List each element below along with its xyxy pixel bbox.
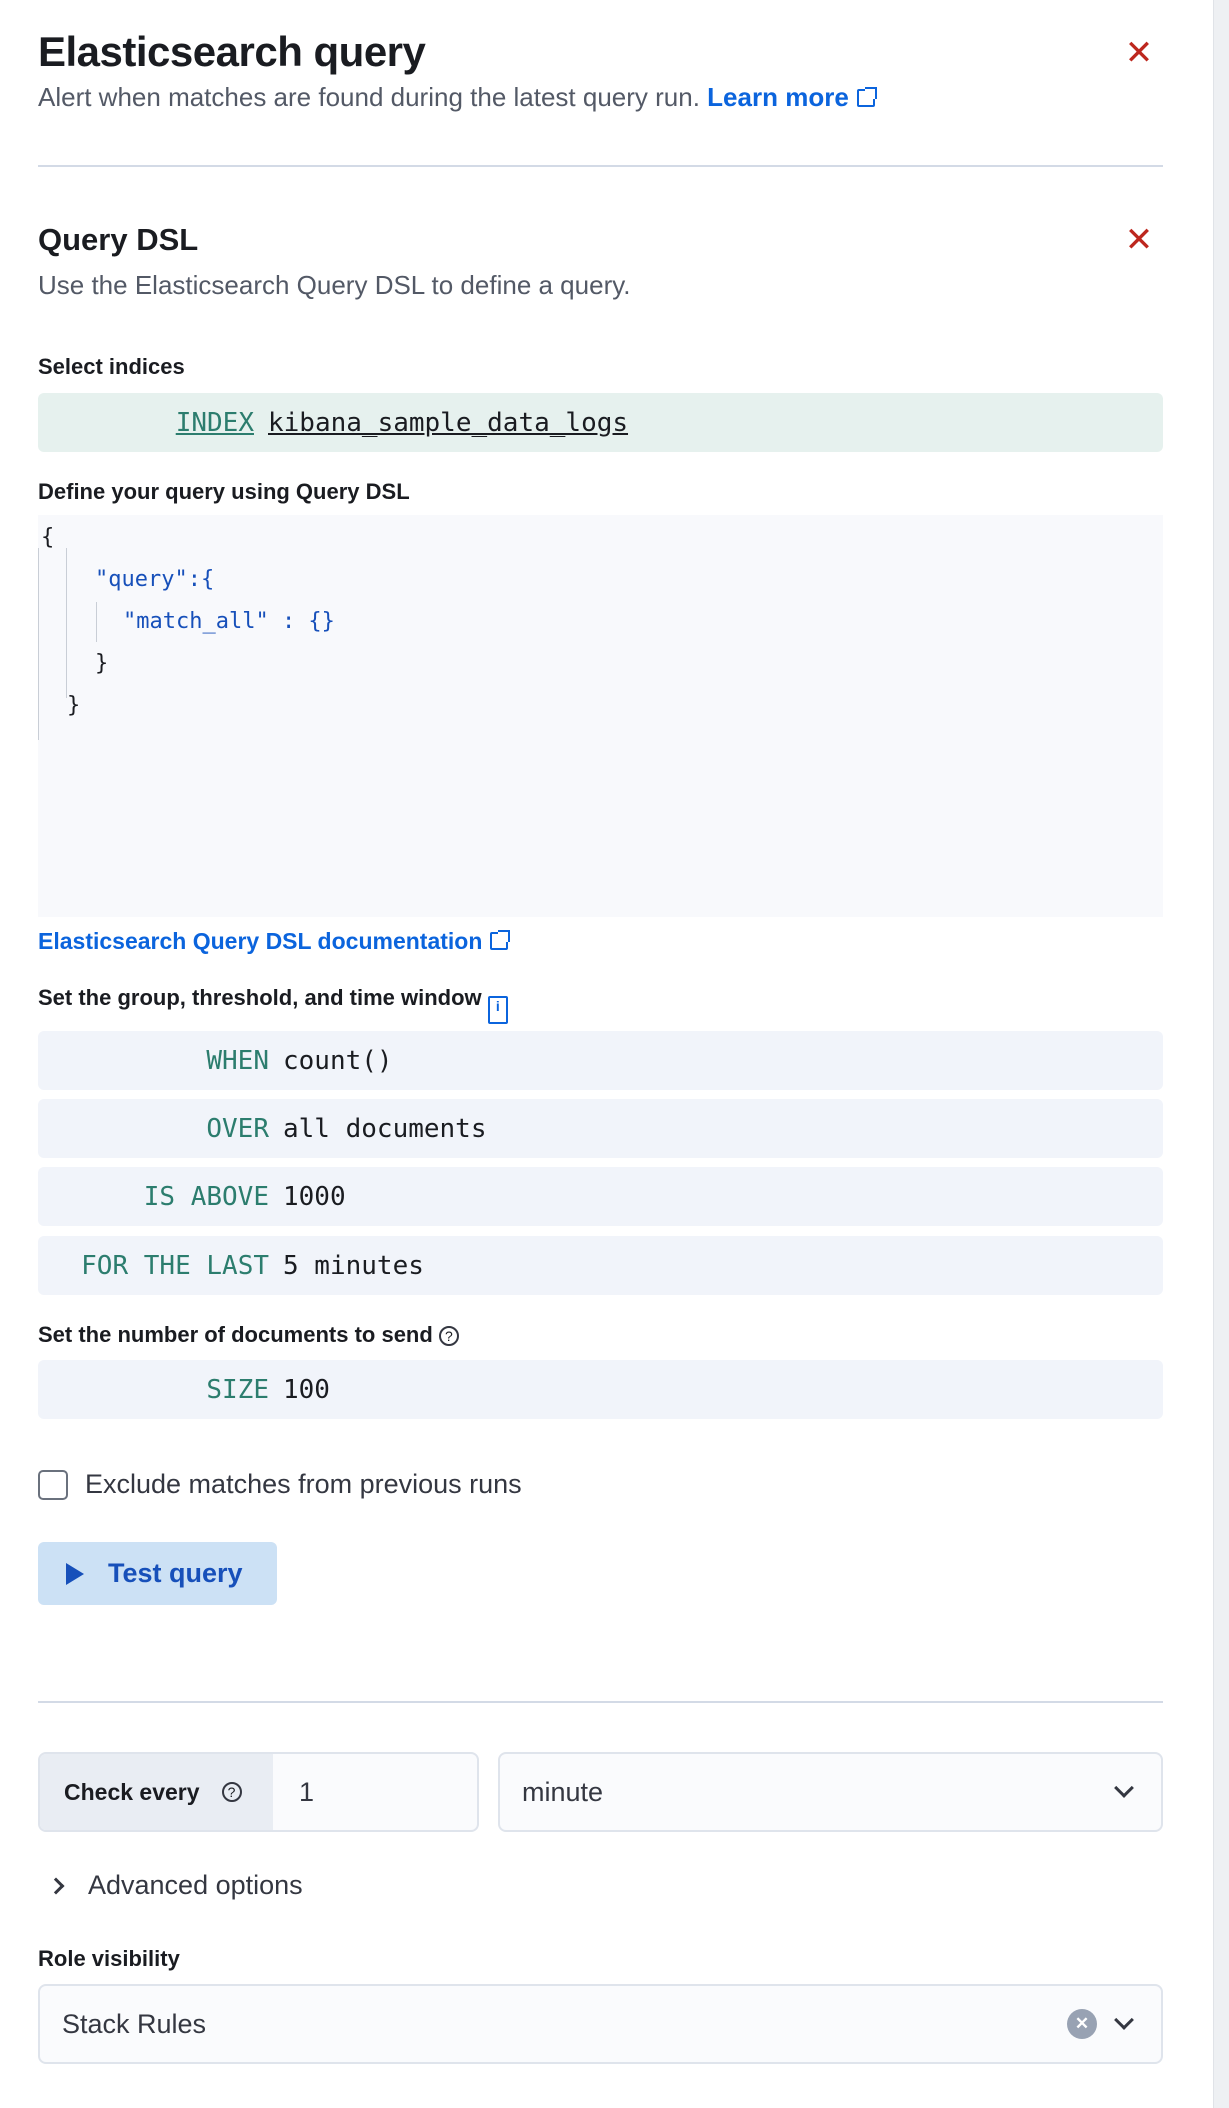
over-value: all documents	[283, 1113, 487, 1144]
clear-icon[interactable]: ✕	[1067, 2009, 1097, 2039]
select-indices-label: Select indices	[38, 354, 185, 379]
index-expression[interactable]: INDEX kibana_sample_data_logs	[38, 393, 1163, 452]
size-keyword: SIZE	[206, 1374, 269, 1405]
help-icon[interactable]: ?	[438, 1326, 459, 1347]
query-dsl-docs-link[interactable]: Elasticsearch Query DSL documentation	[38, 928, 511, 955]
index-keyword: INDEX	[175, 407, 254, 438]
close-icon[interactable]: ✕	[1124, 34, 1154, 72]
divider	[38, 1701, 1163, 1703]
query-editor-label: Define your query using Query DSL	[38, 479, 410, 504]
over-keyword: OVER	[206, 1113, 269, 1144]
role-visibility-combobox[interactable]: Stack Rules ✕	[38, 1984, 1163, 2064]
threshold-label-text: Set the group, threshold, and time windo…	[38, 985, 482, 1010]
size-label: Set the number of documents to send ?	[38, 1322, 459, 1348]
external-link-icon	[856, 87, 877, 107]
divider	[38, 165, 1163, 167]
page-title: Elasticsearch query	[38, 28, 426, 75]
time-window-value: 5 minutes	[283, 1250, 424, 1281]
interval-input[interactable]: 1	[299, 1776, 315, 1807]
documentation-icon[interactable]: i	[487, 996, 508, 1024]
time-window-keyword: FOR THE LAST	[81, 1250, 269, 1281]
scrollbar-track[interactable]	[1213, 0, 1229, 2108]
indent-guide	[38, 548, 39, 740]
interval-unit-value: minute	[522, 1776, 604, 1807]
advanced-options-toggle[interactable]: Advanced options	[47, 1870, 303, 1901]
code-line: }	[95, 651, 109, 676]
learn-more-link[interactable]: Learn more	[707, 82, 877, 112]
query-dsl-title: Query DSL	[38, 222, 199, 257]
page-subtitle: Alert when matches are found during the …	[38, 82, 877, 113]
query-editor[interactable]: { "query":{ "match_all" : {} } }	[38, 515, 1163, 917]
threshold-keyword: IS ABOVE	[143, 1181, 269, 1212]
query-dsl-description: Use the Elasticsearch Query DSL to defin…	[38, 270, 631, 300]
learn-more-text: Learn more	[707, 82, 849, 112]
code-line: }	[67, 693, 81, 718]
when-expression[interactable]: WHEN count()	[38, 1031, 1163, 1090]
size-value: 100	[283, 1374, 330, 1405]
doc-link-text: Elasticsearch Query DSL documentation	[38, 928, 483, 954]
chevron-down-icon	[1114, 1778, 1134, 1798]
threshold-label: Set the group, threshold, and time windo…	[38, 985, 508, 1024]
subtitle-text: Alert when matches are found during the …	[38, 82, 700, 112]
test-query-button[interactable]: Test query	[38, 1542, 277, 1605]
exclude-matches-label[interactable]: Exclude matches from previous runs	[85, 1469, 522, 1499]
interval-unit-select[interactable]: minute	[498, 1752, 1163, 1832]
check-every-field: Check every? 1	[38, 1752, 479, 1832]
test-query-label: Test query	[108, 1558, 243, 1588]
role-visibility-value: Stack Rules	[62, 2008, 207, 2039]
chevron-down-icon[interactable]	[1114, 2010, 1134, 2030]
code-line: "match_all" : {}	[123, 609, 335, 634]
when-keyword: WHEN	[206, 1045, 269, 1076]
over-expression[interactable]: OVER all documents	[38, 1099, 1163, 1158]
play-icon	[66, 1562, 84, 1585]
when-value: count()	[283, 1045, 393, 1076]
index-value: kibana_sample_data_logs	[268, 407, 629, 438]
indent-guide	[96, 602, 97, 642]
code-line: "query":{	[95, 567, 215, 592]
check-every-label: Check every	[64, 1778, 200, 1805]
advanced-options-label: Advanced options	[88, 1870, 303, 1900]
size-label-text: Set the number of documents to send	[38, 1322, 433, 1347]
time-window-expression[interactable]: FOR THE LAST 5 minutes	[38, 1236, 1163, 1295]
chevron-right-icon	[47, 1877, 65, 1894]
external-link-icon	[490, 930, 511, 950]
code-line: {	[41, 525, 55, 550]
threshold-expression[interactable]: IS ABOVE 1000	[38, 1167, 1163, 1226]
help-icon[interactable]: ?	[221, 1782, 242, 1802]
remove-query-type-icon[interactable]: ✕	[1124, 221, 1154, 259]
check-every-prepend: Check every?	[40, 1754, 273, 1830]
exclude-matches-checkbox[interactable]	[38, 1470, 68, 1500]
indent-guide	[66, 548, 67, 698]
role-visibility-label: Role visibility	[38, 1946, 180, 1971]
size-expression[interactable]: SIZE 100	[38, 1360, 1163, 1419]
threshold-value: 1000	[283, 1181, 346, 1212]
